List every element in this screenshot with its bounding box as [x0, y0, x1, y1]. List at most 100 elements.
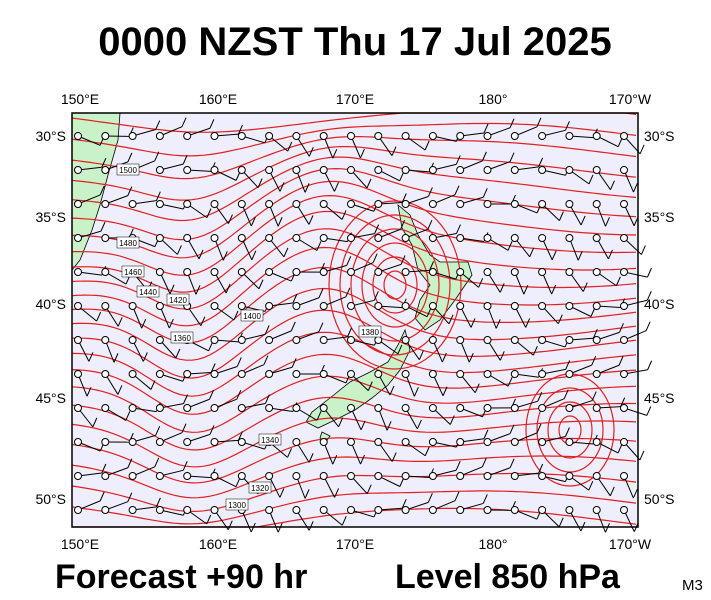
axes: 150°E 150°E 160°E 160°E 170°E 170°E 180° 180° 17… — [35, 91, 674, 552]
barb-flag — [92, 417, 98, 428]
station — [620, 370, 628, 378]
station — [510, 472, 519, 480]
station — [565, 200, 574, 208]
barb-flag — [287, 141, 293, 152]
barb-shaft — [77, 230, 102, 239]
barb-flag — [250, 216, 256, 227]
barb-shaft — [105, 271, 127, 285]
barb-flag — [481, 457, 487, 468]
station — [374, 268, 383, 276]
barb-shaft — [405, 135, 426, 151]
contour-label: 1420 — [169, 296, 187, 305]
barb-shaft — [460, 438, 485, 443]
station — [620, 234, 628, 242]
level-label: Level 850 hPa — [395, 558, 621, 596]
barb-flag — [227, 214, 233, 224]
station — [292, 506, 301, 514]
station — [319, 302, 328, 310]
station — [101, 234, 110, 242]
barb-shaft — [186, 203, 208, 219]
barb-shaft — [596, 364, 620, 375]
station — [74, 200, 82, 208]
barb-shaft — [596, 237, 609, 260]
contour-label-box — [170, 331, 194, 344]
barb-flag — [264, 394, 270, 404]
station — [538, 336, 547, 344]
barb-flag — [558, 211, 564, 221]
barb-shaft — [159, 469, 184, 477]
barb-shaft — [432, 373, 444, 396]
barb-flag — [609, 486, 615, 496]
barb-shaft — [487, 373, 509, 387]
station — [74, 234, 82, 242]
lon-label-top: 170°E — [336, 91, 374, 107]
station — [319, 166, 328, 174]
station — [347, 404, 355, 412]
station — [237, 404, 246, 412]
contour — [71, 266, 637, 344]
station — [101, 166, 110, 174]
station — [265, 200, 274, 208]
barb-shaft — [541, 509, 560, 528]
barb-flag — [236, 389, 242, 400]
barb-shaft — [214, 237, 224, 261]
barb-flag — [367, 381, 373, 391]
barb-flag — [499, 351, 505, 361]
barb-shaft — [378, 339, 399, 355]
station — [265, 234, 274, 242]
station — [592, 132, 601, 140]
station — [428, 370, 437, 378]
station — [483, 336, 492, 344]
barb-flag — [633, 182, 638, 193]
barb-shaft — [460, 502, 484, 511]
lat-label-right: 40°S — [644, 296, 675, 312]
station — [510, 234, 519, 242]
station — [456, 438, 465, 446]
station — [483, 506, 492, 514]
barb-flag — [366, 178, 372, 189]
station — [155, 438, 164, 446]
station — [483, 438, 492, 446]
barb-flag — [304, 183, 310, 193]
model-code: M3 — [682, 577, 703, 594]
barb-flag — [113, 353, 119, 363]
station — [319, 438, 328, 446]
contour — [71, 180, 637, 259]
barb-shaft — [241, 237, 253, 261]
barb-flag — [615, 276, 621, 286]
station — [456, 200, 465, 208]
barb-flag — [96, 311, 102, 322]
station — [620, 336, 628, 344]
barb-shaft — [596, 406, 621, 409]
barb-shaft — [323, 336, 348, 341]
station — [183, 200, 192, 208]
station — [428, 506, 437, 514]
station — [319, 132, 328, 140]
barb-shaft — [214, 133, 239, 137]
station — [347, 302, 355, 310]
barb-flag — [481, 151, 487, 162]
barb-flag — [605, 217, 610, 227]
barb-flag — [509, 424, 515, 434]
station — [483, 200, 492, 208]
barb-shaft — [214, 305, 235, 321]
station — [210, 404, 219, 412]
station — [265, 336, 274, 344]
station — [592, 234, 601, 242]
barb-shaft — [323, 135, 334, 159]
barb-flag — [470, 318, 476, 328]
barb-flag — [538, 463, 544, 474]
lon-label-top: 180° — [479, 91, 508, 107]
barb-flag — [536, 423, 542, 434]
lat-label-left: 30°S — [35, 128, 66, 144]
station — [510, 438, 519, 446]
barb-flag — [168, 318, 174, 329]
barb-flag — [210, 363, 216, 373]
barb-flag — [565, 360, 571, 370]
barb-flag — [155, 120, 161, 130]
station — [210, 132, 219, 140]
map-frame — [71, 112, 639, 528]
station — [74, 404, 82, 412]
barb-flag — [127, 152, 133, 163]
lat-label-left: 50°S — [35, 491, 66, 507]
